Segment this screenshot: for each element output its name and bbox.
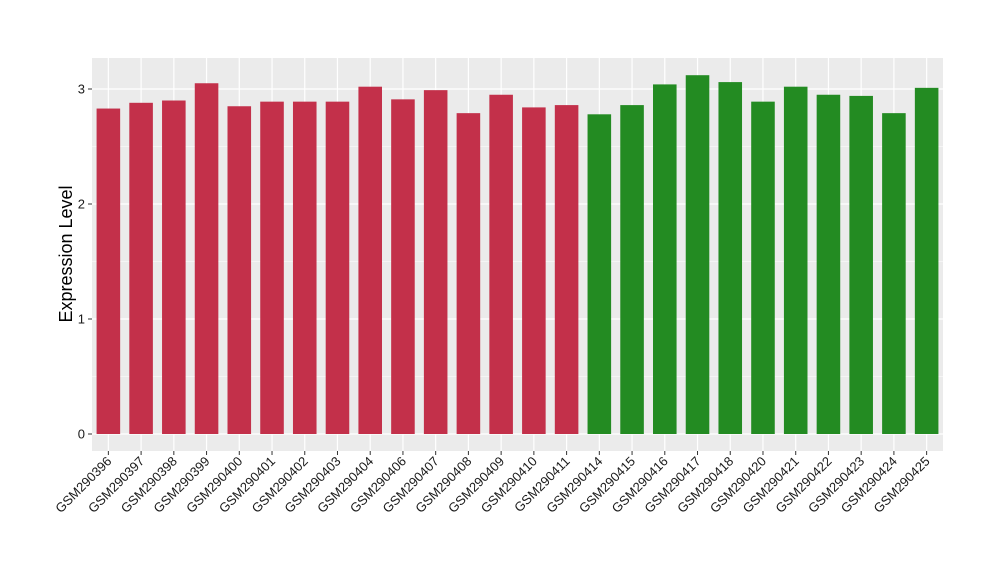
bar-GSM290407	[423, 90, 448, 435]
bar-GSM290416	[653, 84, 677, 435]
y-tick-label: 3	[78, 82, 85, 97]
plot-panel	[92, 58, 943, 451]
bar-GSM290400	[227, 106, 252, 434]
bar-GSM290403	[325, 101, 350, 435]
bar-GSM290401	[260, 101, 284, 435]
bar-GSM290408	[456, 113, 481, 435]
y-tick-label: 1	[78, 312, 85, 327]
bar-GSM290411	[554, 105, 579, 434]
bar-GSM290420	[751, 101, 775, 435]
bars	[96, 75, 939, 435]
bar-GSM290421	[783, 86, 808, 434]
bar-GSM290409	[489, 94, 513, 434]
panel-background	[92, 58, 943, 451]
bar-GSM290404	[358, 86, 382, 434]
bar-GSM290406	[391, 99, 415, 434]
bar-GSM290422	[816, 94, 841, 434]
y-tick-label: 0	[78, 427, 85, 442]
bar-GSM290424	[882, 113, 906, 435]
bar-GSM290425	[914, 87, 939, 434]
bar-GSM290410	[522, 107, 546, 435]
bar-GSM290418	[718, 82, 743, 434]
bar-GSM290402	[292, 101, 317, 435]
bar-GSM290423	[849, 95, 873, 435]
bar-GSM290414	[587, 114, 612, 435]
y-axis-title: Expression Level	[56, 185, 76, 322]
bar-GSM290398	[162, 100, 186, 434]
bar-GSM290415	[620, 105, 644, 434]
y-axis: 0 1 2 3	[78, 82, 92, 442]
bar-GSM290417	[685, 75, 710, 434]
y-tick-label: 2	[78, 197, 85, 212]
bar-GSM290397	[129, 102, 153, 435]
bar-GSM290399	[194, 83, 219, 434]
bar-GSM290396	[96, 108, 121, 435]
x-axis: GSM290396GSM290397GSM290398GSM290399GSM2…	[52, 451, 933, 516]
